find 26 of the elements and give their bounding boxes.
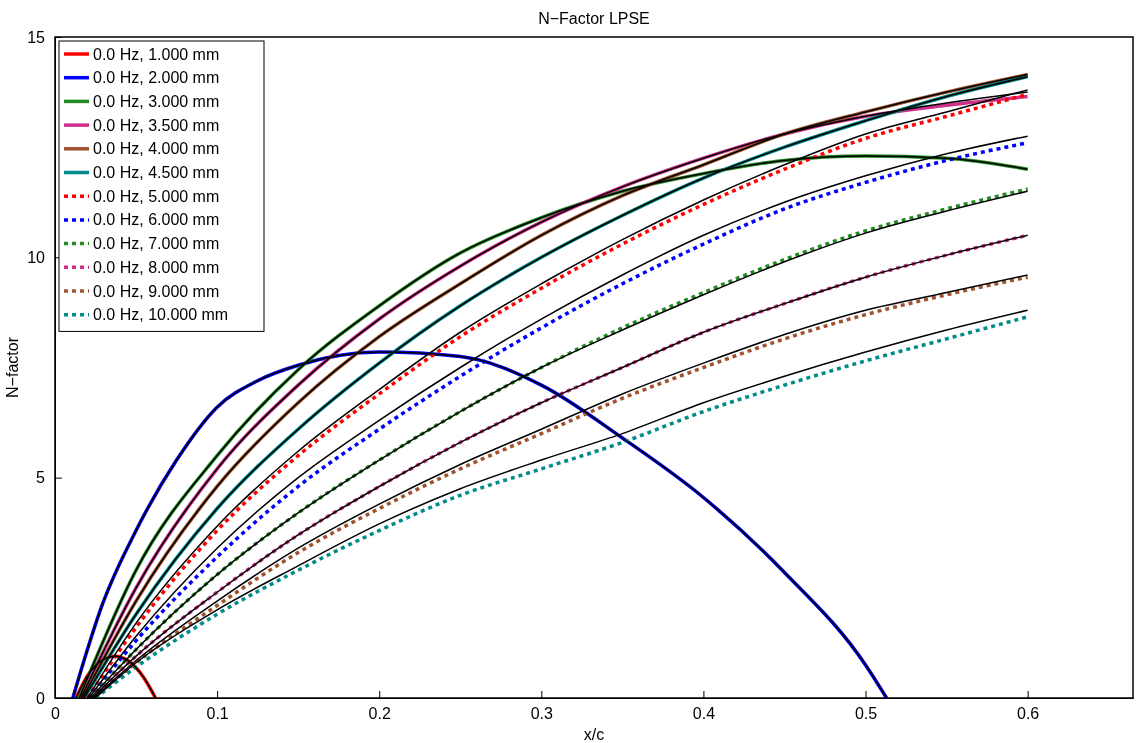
- y-tick-label: 5: [36, 469, 46, 487]
- legend-label: 0.0 Hz, 9.000 mm: [93, 282, 220, 300]
- x-axis-title: x/c: [583, 726, 605, 743]
- legend-label: 0.0 Hz, 2.000 mm: [93, 69, 220, 87]
- legend-label: 0.0 Hz, 5.000 mm: [93, 187, 220, 205]
- x-tick-label: 0.1: [206, 705, 229, 723]
- legend-label: 0.0 Hz, 1.000 mm: [93, 45, 220, 63]
- x-tick-label: 0: [51, 705, 61, 723]
- legend-label: 0.0 Hz, 7.000 mm: [93, 235, 220, 253]
- legend-label: 0.0 Hz, 3.500 mm: [93, 116, 220, 134]
- legend-label: 0.0 Hz, 4.000 mm: [93, 140, 220, 158]
- legend-label: 0.0 Hz, 8.000 mm: [93, 258, 220, 276]
- chart-title: N−Factor LPSE: [538, 10, 650, 27]
- y-axis-title: N−factor: [4, 336, 21, 398]
- legend-label: 0.0 Hz, 3.000 mm: [93, 92, 220, 110]
- x-tick-label: 0.4: [692, 705, 716, 723]
- y-tick-label: 0: [36, 689, 46, 707]
- legend-label: 0.0 Hz, 6.000 mm: [93, 211, 220, 229]
- legend-label: 0.0 Hz, 4.500 mm: [93, 164, 220, 181]
- legend-label: 0.0 Hz, 10.000 mm: [93, 306, 229, 324]
- x-tick-label: 0.5: [854, 705, 878, 723]
- x-tick-label: 0.3: [530, 705, 554, 723]
- y-tick-label: 15: [27, 28, 46, 46]
- x-tick-label: 0.2: [368, 705, 391, 723]
- x-tick-label: 0.6: [1017, 705, 1040, 723]
- y-tick-label: 10: [27, 248, 46, 266]
